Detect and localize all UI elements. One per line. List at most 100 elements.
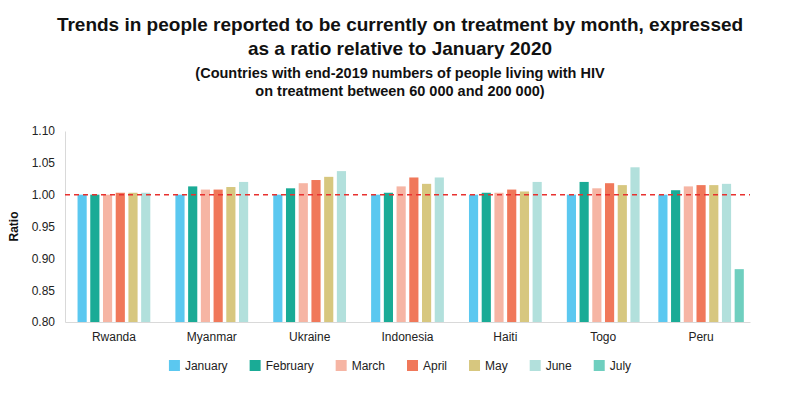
reference-line <box>65 194 750 196</box>
legend-label: March <box>352 359 385 373</box>
bar <box>337 171 346 322</box>
chart-container: Trends in people reported to be currentl… <box>0 0 800 394</box>
x-tick-label: Rwanda <box>92 330 136 344</box>
bar <box>658 195 667 322</box>
y-tick-label: 1.05 <box>32 156 56 170</box>
y-tick-label: 0.85 <box>32 284 56 298</box>
legend-label: July <box>610 359 631 373</box>
title: as a ratio relative to January 2020 <box>248 38 552 59</box>
bar <box>507 190 516 322</box>
bar <box>141 193 150 322</box>
legend-swatch <box>594 360 605 371</box>
x-tick: Ukraine <box>289 322 331 344</box>
legend-swatch <box>169 360 180 371</box>
bar <box>188 186 197 322</box>
bar <box>214 190 223 322</box>
bar <box>520 191 529 322</box>
legend-item: June <box>530 359 572 373</box>
x-tick-label: Indonesia <box>381 330 433 344</box>
legend: January February March April May June July <box>169 359 631 373</box>
y-tick: 0.80 <box>32 315 65 329</box>
bar <box>78 195 87 322</box>
bar <box>630 167 639 322</box>
legend-label: June <box>546 359 572 373</box>
y-tick-label: 0.95 <box>32 220 56 234</box>
legend-label: April <box>423 359 447 373</box>
x-axis: Rwanda Myanmar Ukraine Indonesia Haiti Togo Pe… <box>66 322 751 344</box>
bar <box>311 180 320 322</box>
y-tick-label: 1.00 <box>32 188 56 202</box>
bar <box>722 184 731 322</box>
chart-svg: Trends in people reported to be currentl… <box>0 0 800 394</box>
bar <box>103 195 112 322</box>
legend-label: February <box>266 359 314 373</box>
legend-swatch <box>250 360 261 371</box>
bar <box>592 188 601 322</box>
subtitle: on treatment between 60 000 and 200 000) <box>255 83 544 99</box>
legend-swatch <box>336 360 347 371</box>
bar <box>324 177 333 322</box>
bar <box>226 187 235 322</box>
bar <box>116 193 125 322</box>
title-group: Trends in people reported to be currentl… <box>57 14 743 99</box>
bar <box>482 193 491 322</box>
bar <box>422 184 431 322</box>
legend-swatch <box>530 360 541 371</box>
legend-item: March <box>336 359 385 373</box>
bar <box>671 190 680 322</box>
bar <box>709 185 718 322</box>
x-tick-label: Haiti <box>493 330 517 344</box>
y-tick: 1.00 <box>32 188 65 202</box>
bar <box>384 193 393 322</box>
title: Trends in people reported to be currentl… <box>57 14 743 35</box>
x-tick-label: Ukraine <box>289 330 331 344</box>
legend-label: January <box>185 359 228 373</box>
bar <box>175 195 184 322</box>
x-tick: Indonesia <box>381 322 433 344</box>
x-tick-label: Togo <box>590 330 616 344</box>
bar <box>567 195 576 322</box>
y-tick: 0.90 <box>32 252 65 266</box>
y-tick-label: 0.90 <box>32 252 56 266</box>
bar <box>90 195 99 322</box>
legend-item: February <box>250 359 314 373</box>
legend-item: May <box>469 359 508 373</box>
legend-item: January <box>169 359 228 373</box>
x-axis-line <box>66 322 751 323</box>
y-axis: 0.80 0.85 0.90 0.95 1.00 1.05 1.10 <box>32 124 66 329</box>
y-tick: 1.05 <box>32 156 65 170</box>
bar <box>735 269 744 322</box>
x-tick: Togo <box>590 322 616 344</box>
bar <box>371 195 380 322</box>
bar <box>128 193 137 322</box>
y-axis-title: Ratio <box>7 212 21 242</box>
legend-item: July <box>594 359 631 373</box>
bar <box>696 185 705 322</box>
legend-swatch <box>469 360 480 371</box>
bar <box>273 195 282 322</box>
y-tick-label: 1.10 <box>32 124 56 138</box>
legend-label: May <box>485 359 508 373</box>
x-tick-label: Peru <box>688 330 713 344</box>
x-tick: Haiti <box>493 322 517 344</box>
bar <box>397 186 406 322</box>
y-tick: 0.95 <box>32 220 65 234</box>
bar <box>580 182 589 322</box>
bar <box>605 183 614 322</box>
x-tick: Peru <box>688 322 713 344</box>
subtitle: (Countries with end-2019 numbers of peop… <box>195 65 605 81</box>
bar <box>286 188 295 322</box>
legend-swatch <box>407 360 418 371</box>
x-tick-label: Myanmar <box>187 330 237 344</box>
legend-item: April <box>407 359 447 373</box>
bar <box>533 182 542 322</box>
bars <box>78 167 744 322</box>
bar <box>201 190 210 322</box>
y-tick: 1.10 <box>32 124 65 138</box>
x-tick: Myanmar <box>187 322 237 344</box>
bar <box>684 186 693 322</box>
bar <box>239 182 248 322</box>
y-tick: 0.85 <box>32 284 65 298</box>
bar <box>409 177 418 322</box>
bar <box>469 195 478 322</box>
